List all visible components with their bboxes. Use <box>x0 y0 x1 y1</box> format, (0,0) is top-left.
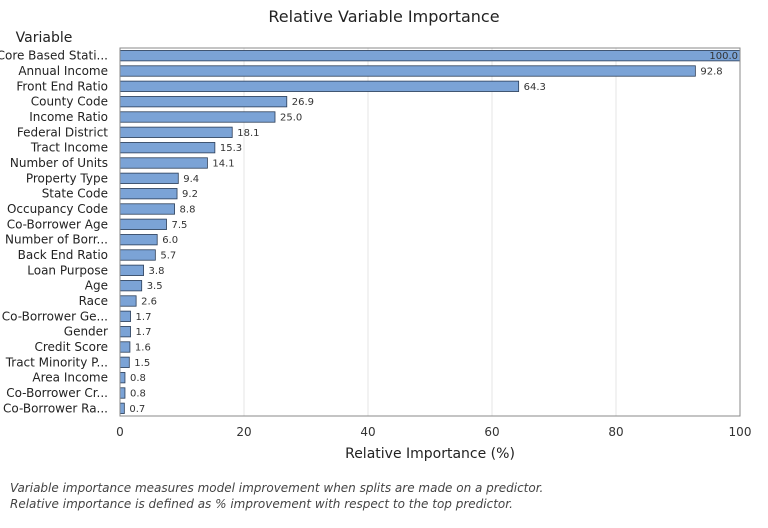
category-label: Income Ratio <box>29 110 108 124</box>
chart-title: Relative Variable Importance <box>268 7 499 26</box>
bar <box>119 372 126 384</box>
x-tick-label: 0 <box>116 425 124 439</box>
category-label: Area Income <box>32 371 108 385</box>
category-label: Property Type <box>26 171 108 185</box>
value-label: 18.1 <box>237 128 259 139</box>
bar <box>119 126 233 138</box>
footnote-line: Variable importance measures model impro… <box>10 481 544 495</box>
x-tick-label: 60 <box>484 425 499 439</box>
category-label: Number of Units <box>10 156 108 170</box>
value-label: 9.4 <box>183 174 199 185</box>
x-tick-label: 20 <box>236 425 251 439</box>
bar <box>119 50 741 62</box>
value-label: 100.0 <box>709 51 738 62</box>
value-label: 1.7 <box>136 312 152 323</box>
value-label: 3.5 <box>147 281 163 292</box>
category-label: Front End Ratio <box>16 79 108 93</box>
x-axis-label: Relative Importance (%) <box>345 446 515 462</box>
bar <box>119 295 137 307</box>
category-label: Credit Score <box>34 340 108 354</box>
category-label: Occupancy Code <box>7 202 108 216</box>
category-label: Co-Borrower Cr... <box>6 386 108 400</box>
bar <box>119 111 276 123</box>
category-label: Loan Purpose <box>27 263 108 277</box>
footnote-line: Relative importance is defined as % impr… <box>10 497 513 511</box>
category-label: Co-Borrower Age <box>7 217 108 231</box>
bar <box>119 387 126 399</box>
value-label: 1.7 <box>136 327 152 338</box>
bar <box>119 172 179 184</box>
bar <box>119 80 520 92</box>
category-label: Annual Income <box>18 64 108 78</box>
bar <box>119 249 156 261</box>
value-label: 15.3 <box>220 143 242 154</box>
value-label: 0.8 <box>130 373 146 384</box>
bar <box>119 326 131 338</box>
category-label: Core Based Stati... <box>0 49 108 63</box>
bar <box>119 157 208 169</box>
bar <box>119 234 158 246</box>
x-tick-labels: 0 20 40 60 80 100 <box>116 425 751 439</box>
value-label: 1.6 <box>135 343 151 354</box>
category-label: Race <box>79 294 108 308</box>
value-label: 0.7 <box>129 404 145 415</box>
category-label: Co-Borrower Ge... <box>2 309 108 323</box>
category-label: Age <box>85 279 108 293</box>
value-label: 5.7 <box>160 251 176 262</box>
value-labels: 100.0 92.8 64.3 26.9 25.0 18.1 15.3 14.1 9.4 9.2 8… <box>129 51 738 415</box>
category-label: Number of Borr... <box>5 233 108 247</box>
bar <box>119 264 144 276</box>
value-label: 92.8 <box>700 67 722 78</box>
value-label: 7.5 <box>172 220 188 231</box>
bar <box>119 341 131 353</box>
bar <box>119 402 125 414</box>
category-label: Tract Minority P... <box>5 355 108 369</box>
y-axis-label: Variable <box>16 30 73 46</box>
bar <box>119 96 288 108</box>
bars <box>119 50 741 414</box>
bar <box>119 65 696 77</box>
category-label: Tract Income <box>30 141 108 155</box>
bar <box>119 356 130 368</box>
plot-frame <box>119 47 741 417</box>
value-label: 14.1 <box>212 159 234 170</box>
value-label: 2.6 <box>141 297 157 308</box>
category-label: Back End Ratio <box>18 248 108 262</box>
bar <box>119 218 167 230</box>
x-tick-label: 80 <box>608 425 623 439</box>
bar <box>119 310 131 322</box>
category-label: State Code <box>42 187 108 201</box>
bar <box>119 188 178 200</box>
value-label: 8.8 <box>180 205 196 216</box>
category-label: Gender <box>64 325 108 339</box>
footnotes: Variable importance measures model impro… <box>10 480 543 512</box>
value-label: 6.0 <box>162 235 178 246</box>
x-tick-label: 40 <box>360 425 375 439</box>
value-label: 25.0 <box>280 113 302 124</box>
category-label: Co-Borrower Ra... <box>3 401 108 415</box>
category-label: Federal District <box>17 125 108 139</box>
category-label: County Code <box>31 95 108 109</box>
value-label: 0.8 <box>130 389 146 400</box>
importance-chart: Relative Variable Importance Variable Co… <box>0 7 751 462</box>
value-label: 3.8 <box>149 266 165 277</box>
value-label: 64.3 <box>524 82 546 93</box>
bar <box>119 142 216 154</box>
value-label: 26.9 <box>292 97 314 108</box>
bar <box>119 280 143 292</box>
value-label: 1.5 <box>134 358 150 369</box>
value-label: 9.2 <box>182 189 198 200</box>
bar <box>119 203 175 215</box>
x-tick-label: 100 <box>729 425 752 439</box>
